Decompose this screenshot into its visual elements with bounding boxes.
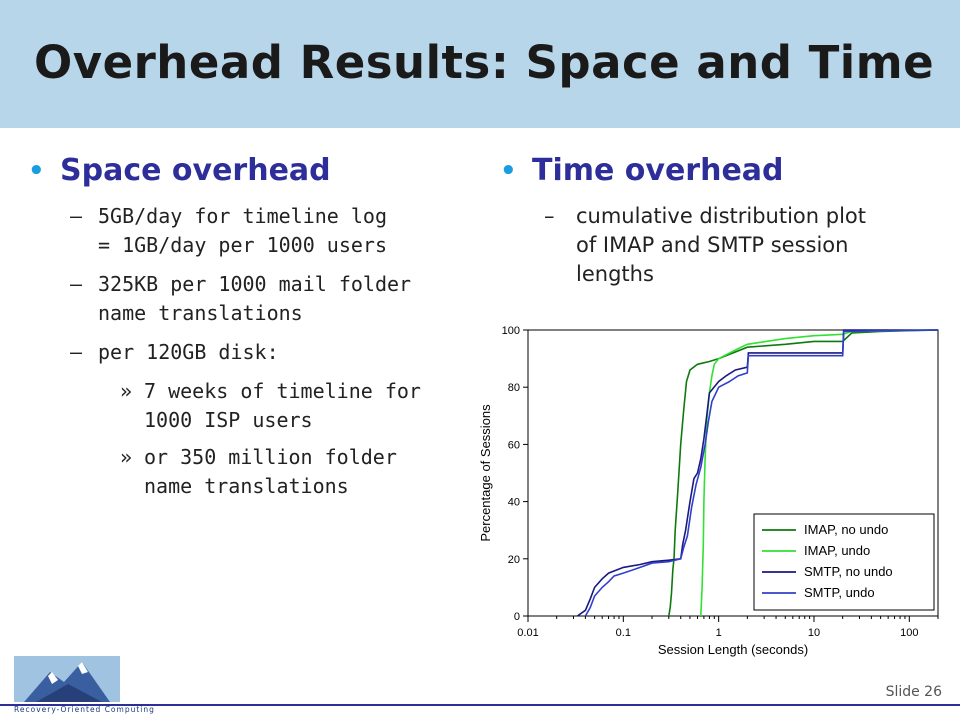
footer-divider (0, 704, 960, 706)
double-chevron-icon: » (120, 379, 133, 403)
list-item: – 325KB per 1000 mail folder name transl… (28, 270, 458, 328)
x-tick-label: 1 (716, 627, 722, 639)
list-item: – cumulative distribution plot of IMAP a… (500, 202, 940, 289)
dash-icon: – (70, 340, 83, 364)
series-line (576, 329, 938, 617)
legend-label: IMAP, undo (804, 543, 870, 558)
x-tick-label: 0.1 (616, 627, 631, 639)
list-item: – per 120GB disk: (28, 338, 458, 367)
y-tick-label: 40 (508, 497, 520, 509)
double-chevron-icon: » (120, 445, 133, 469)
right-column: • Time overhead – cumulative distributio… (500, 150, 940, 299)
bullet-icon: • (500, 156, 517, 186)
title-bar (0, 0, 960, 128)
list-item-line: 325KB per 1000 mail folder (98, 272, 412, 296)
dash-icon: – (544, 204, 555, 228)
list-item-line: 5GB/day for timeline log (98, 204, 387, 228)
list-item-line: cumulative distribution plot (576, 204, 867, 228)
y-tick-label: 100 (502, 325, 520, 337)
list-item-line: per 120GB disk: (98, 340, 279, 364)
roc-logo: Recovery-Oriented Computing (14, 656, 155, 714)
list-item-line: name translations (98, 301, 303, 325)
x-axis-label: Session Length (seconds) (658, 642, 808, 657)
x-tick-label: 0.01 (517, 627, 538, 639)
y-tick-label: 20 (508, 554, 520, 566)
left-column: • Space overhead – 5GB/day for timeline … (28, 150, 458, 509)
sub-list-item: » 7 weeks of timeline for 1000 ISP users (28, 377, 458, 435)
sub-list-item-line: 7 weeks of timeline for (144, 379, 421, 403)
y-axis-label: Percentage of Sessions (478, 404, 493, 542)
series-line (668, 329, 939, 617)
x-tick-label: 100 (900, 627, 918, 639)
cdf-chart: 0 20 40 60 80 100 0.01 0.1 1 10 100 Session Length … (478, 325, 939, 657)
x-tick-label: 10 (808, 627, 820, 639)
sub-list-item-line: 1000 ISP users (144, 408, 313, 432)
legend-label: SMTP, undo (804, 585, 875, 600)
legend-label: SMTP, no undo (804, 564, 893, 579)
time-overhead-heading: • Time overhead (500, 150, 940, 192)
legend-label: IMAP, no undo (804, 522, 888, 537)
sub-list-item-line: or 350 million folder (144, 445, 397, 469)
space-overhead-heading: • Space overhead (28, 150, 458, 192)
dash-icon: – (70, 204, 83, 228)
y-tick-label: 80 (508, 382, 520, 394)
sub-list-item-line: name translations (144, 474, 349, 498)
bullet-icon: • (28, 156, 45, 186)
series-line (700, 329, 939, 617)
list-item-line: = 1GB/day per 1000 users (98, 233, 387, 257)
svg-text:Recovery-Oriented Computing: Recovery-Oriented Computing (14, 705, 155, 714)
slide-number: Slide 26 (885, 684, 942, 700)
series-line (584, 329, 939, 617)
space-overhead-label: Space overhead (60, 153, 331, 188)
slide-title: Overhead Results: Space and Time (34, 36, 935, 89)
dash-icon: – (70, 272, 83, 296)
y-tick-label: 60 (508, 439, 520, 451)
list-item-line: of IMAP and SMTP session (576, 233, 849, 257)
y-tick-label: 0 (514, 611, 520, 623)
sub-list-item: » or 350 million folder name translation… (28, 443, 458, 501)
list-item: – 5GB/day for timeline log = 1GB/day per… (28, 202, 458, 260)
time-overhead-label: Time overhead (532, 153, 784, 188)
list-item-line: lengths (576, 262, 654, 286)
